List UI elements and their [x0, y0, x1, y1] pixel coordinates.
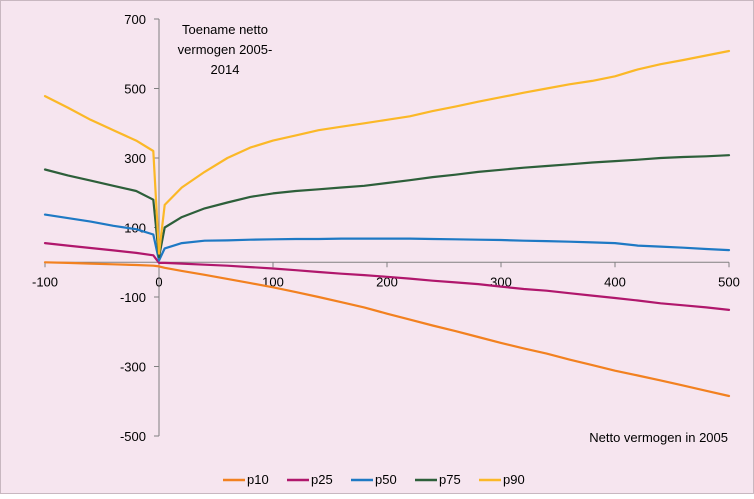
- x-tick-label: 0: [155, 274, 162, 289]
- y-tick-label: -500: [120, 429, 146, 444]
- series-line-p75: [43, 154, 731, 259]
- series-lines: [43, 49, 731, 398]
- series-line-p25: [43, 242, 731, 311]
- x-tick-label: 400: [604, 274, 626, 289]
- y-tick-label: 500: [124, 82, 146, 97]
- series-line-p90: [43, 49, 731, 255]
- series-line-p10: [43, 261, 731, 398]
- chart-title-line-3: 2014: [211, 62, 240, 77]
- legend-label-p75: p75: [439, 472, 461, 487]
- x-tick-label: 500: [718, 274, 740, 289]
- y-tick-label: 700: [124, 12, 146, 27]
- y-tick-label: 300: [124, 151, 146, 166]
- y-tick-label: -300: [120, 360, 146, 375]
- legend-label-p90: p90: [503, 472, 525, 487]
- chart-title-line-1: Toename netto: [182, 22, 268, 37]
- x-tick-label: -100: [32, 274, 58, 289]
- legend-label-p25: p25: [311, 472, 333, 487]
- legend-label-p50: p50: [375, 472, 397, 487]
- legend: p10 p25 p50 p75 p90: [223, 472, 525, 487]
- legend-label-p10: p10: [247, 472, 269, 487]
- y-tick-label: -100: [120, 290, 146, 305]
- series-line-p50: [43, 213, 731, 262]
- x-axis-label: Netto vermogen in 2005: [589, 430, 728, 445]
- chart-title-line-2: vermogen 2005-: [178, 42, 273, 57]
